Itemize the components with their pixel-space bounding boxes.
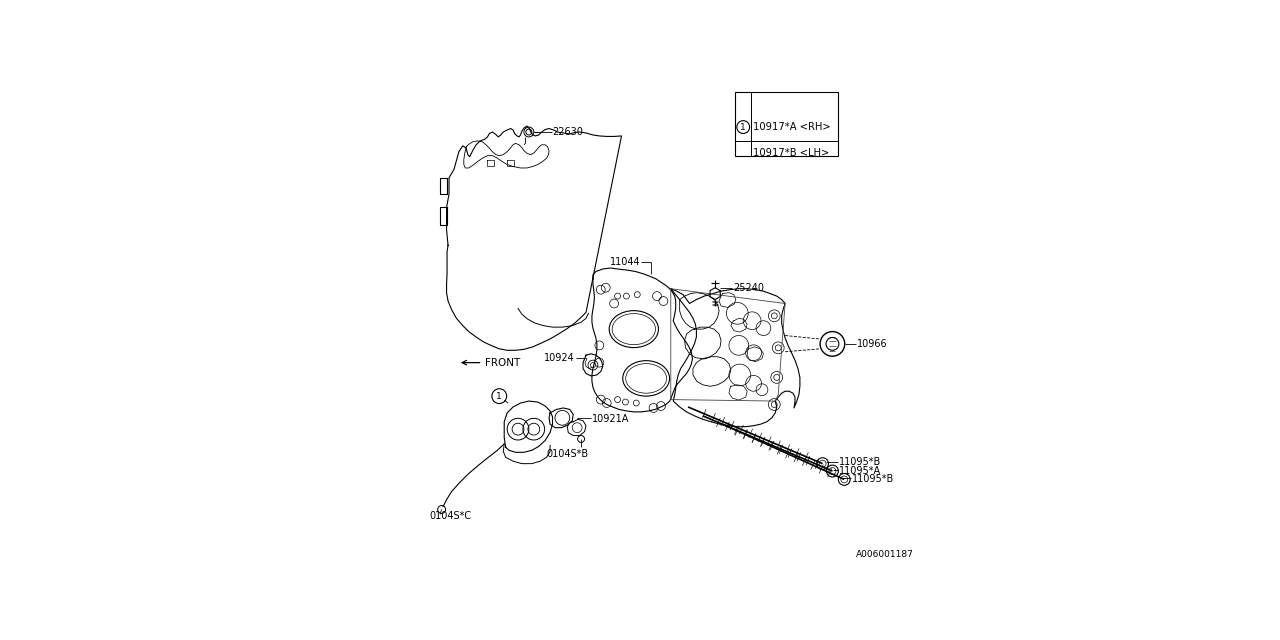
Text: 1: 1 xyxy=(497,392,502,401)
Circle shape xyxy=(827,465,838,477)
Text: 0104S*B: 0104S*B xyxy=(547,449,589,459)
Bar xyxy=(735,92,838,156)
Text: 11095*B: 11095*B xyxy=(851,474,893,484)
Text: 25240: 25240 xyxy=(733,283,764,292)
Text: FRONT: FRONT xyxy=(485,358,520,367)
Text: 11044: 11044 xyxy=(611,257,641,267)
Circle shape xyxy=(838,474,850,485)
Text: 10924: 10924 xyxy=(544,353,575,363)
Text: 11095*B: 11095*B xyxy=(840,457,882,467)
Text: 1: 1 xyxy=(740,123,746,132)
Text: 10921A: 10921A xyxy=(591,414,630,424)
Text: 10917*B <LH>: 10917*B <LH> xyxy=(753,148,829,158)
Text: 11095*A: 11095*A xyxy=(840,466,882,476)
Text: 10966: 10966 xyxy=(856,339,887,349)
Text: A006001187: A006001187 xyxy=(855,550,914,559)
Text: 10917*A <RH>: 10917*A <RH> xyxy=(753,122,831,132)
Text: 22630: 22630 xyxy=(553,127,584,137)
Text: 0104S*C: 0104S*C xyxy=(429,511,471,522)
Circle shape xyxy=(817,458,828,470)
